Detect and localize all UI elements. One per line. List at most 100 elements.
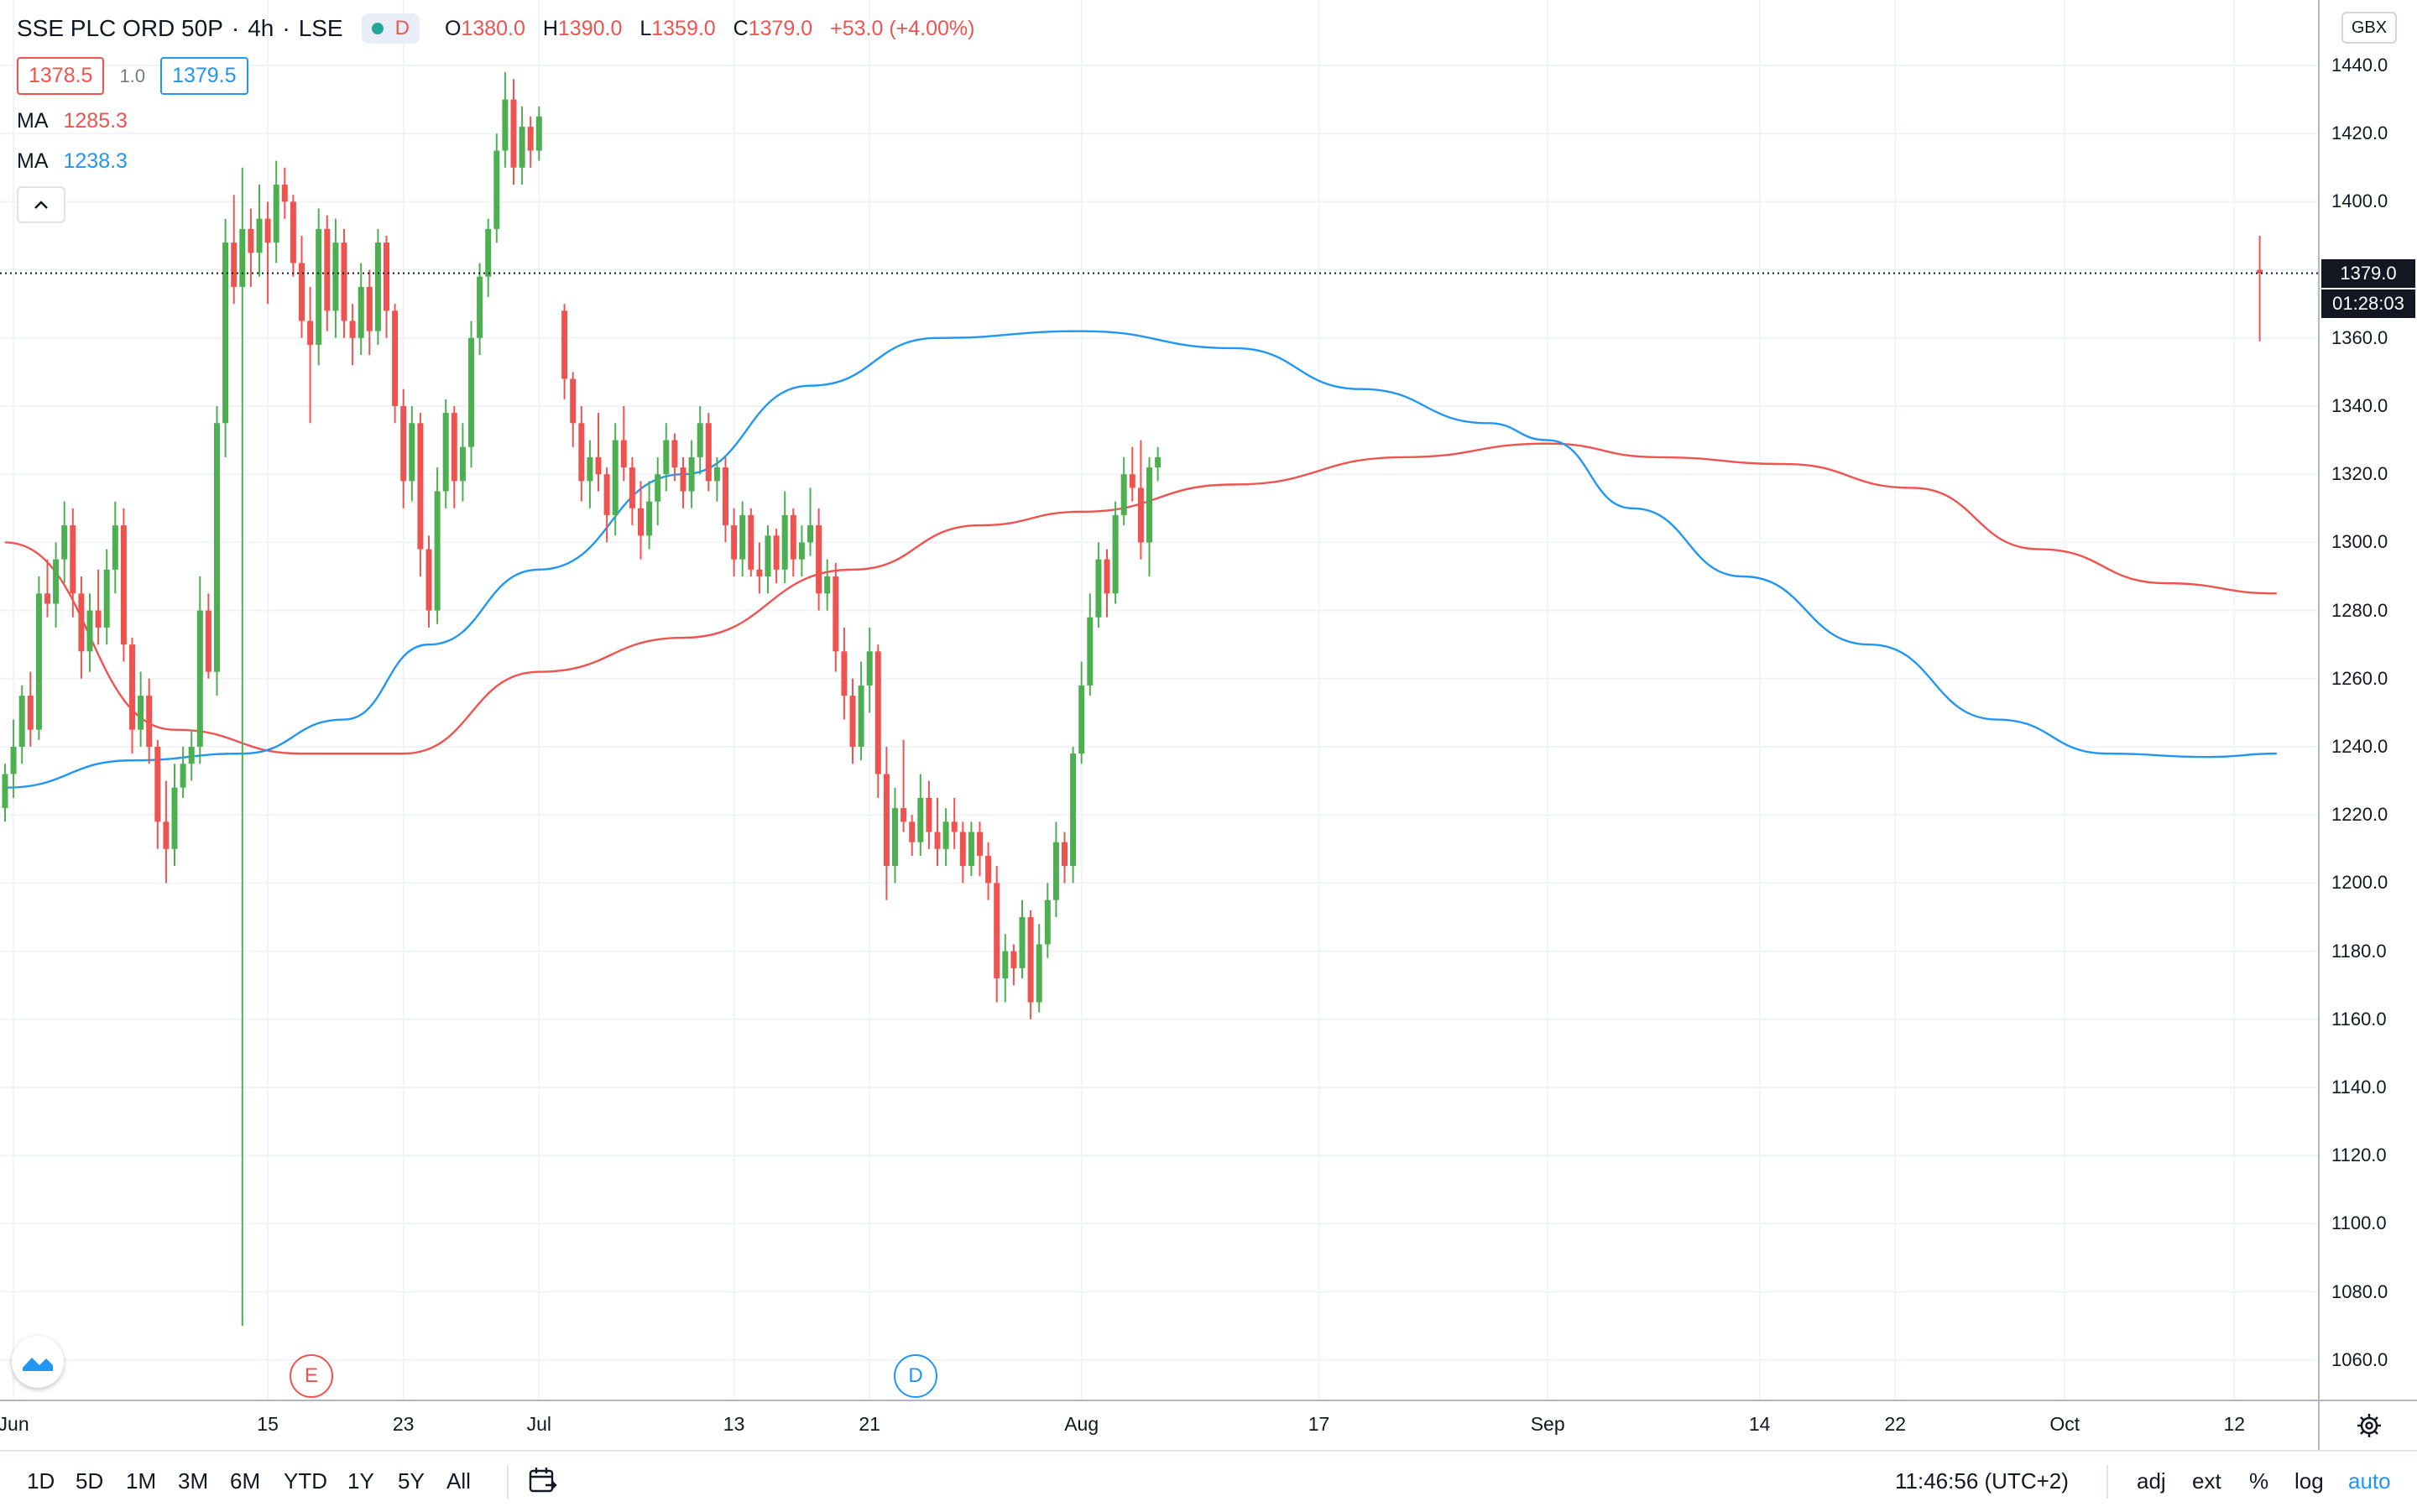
candle-body — [723, 467, 728, 526]
range-all-button[interactable]: All — [446, 1468, 471, 1494]
tradingview-logo[interactable] — [12, 1336, 64, 1388]
exchange-label: LSE — [298, 15, 343, 41]
candle-body — [968, 832, 974, 867]
candle — [324, 215, 331, 331]
price-tick-label: 1060.0 — [2331, 1348, 2388, 1370]
candle — [281, 167, 288, 219]
candle — [366, 269, 373, 356]
candle — [417, 413, 424, 576]
range-1m-button[interactable]: 1M — [126, 1468, 157, 1494]
candle-body — [994, 883, 1000, 979]
candle-body — [299, 263, 305, 321]
candle — [442, 399, 449, 508]
time-scale[interactable]: Jun 15 23 Jul 13 21 Aug 17 Sep 14 22 Oct 12 — [0, 1400, 2318, 1450]
candle — [655, 456, 661, 526]
candle — [61, 501, 68, 584]
candle-body — [239, 228, 246, 287]
timezone-clock-button[interactable]: 11:46:56 (UTC+2) — [1895, 1468, 2069, 1494]
candle-body — [917, 797, 924, 842]
range-3m-button[interactable]: 3M — [178, 1468, 209, 1494]
candle-body — [603, 474, 610, 515]
candle-body — [901, 808, 907, 822]
collapse-legend-button[interactable] — [17, 186, 65, 223]
time-tick-label: 22 — [1884, 1413, 1907, 1435]
candle-body — [1146, 467, 1152, 543]
candle — [570, 372, 577, 447]
quote-row: 1378.5 1.0 1379.5 — [17, 57, 248, 95]
candle — [612, 423, 619, 536]
candle — [671, 433, 678, 482]
candle — [926, 780, 932, 849]
indicator-ma-fast[interactable]: MA 1238.3 — [17, 149, 128, 174]
candle-body — [205, 610, 211, 672]
range-5d-button[interactable]: 5D — [76, 1468, 104, 1494]
time-tick-label: 13 — [723, 1413, 745, 1435]
candle-body — [2257, 269, 2263, 274]
interval-label[interactable]: 4h — [248, 15, 274, 41]
candle — [264, 201, 271, 305]
candle — [299, 236, 305, 338]
range-5y-button[interactable]: 5Y — [398, 1468, 425, 1494]
go-to-date-button[interactable] — [527, 1465, 559, 1503]
bid-price-box[interactable]: 1378.5 — [17, 57, 105, 95]
grid-lines — [0, 0, 2318, 1400]
log-scale-toggle[interactable]: log — [2294, 1468, 2324, 1494]
chart-pane[interactable]: SSE PLC ORD 50P · 4h · LSE D O1380.0 H13… — [0, 0, 2318, 1400]
candle — [1112, 501, 1119, 604]
candle — [248, 208, 254, 287]
candle-body — [384, 242, 389, 311]
candle — [392, 304, 399, 424]
candle — [146, 678, 153, 764]
candle — [942, 808, 949, 867]
candle-body — [595, 456, 602, 475]
chart-settings-corner[interactable] — [2318, 1400, 2417, 1450]
symbol-title[interactable]: SSE PLC ORD 50P — [17, 15, 223, 41]
candle-body — [535, 116, 542, 151]
candle — [1044, 883, 1051, 958]
candle-body — [196, 610, 203, 747]
candle — [95, 569, 102, 645]
candle — [86, 593, 93, 672]
earnings-event-marker[interactable]: E — [290, 1354, 333, 1398]
candle — [188, 729, 195, 781]
range-1y-button[interactable]: 1Y — [347, 1468, 374, 1494]
range-6m-button[interactable]: 6M — [230, 1468, 261, 1494]
moving-averages — [4, 330, 2277, 789]
candle — [425, 535, 432, 628]
market-status-badge[interactable]: D — [361, 13, 420, 44]
candle-body — [358, 286, 364, 338]
adj-toggle[interactable]: adj — [2137, 1468, 2166, 1494]
range-1d-button[interactable]: 1D — [27, 1468, 55, 1494]
candle-body — [561, 310, 568, 379]
currency-badge[interactable]: GBX — [2341, 12, 2397, 44]
candle — [756, 542, 763, 594]
price-tick-label: 1360.0 — [2331, 326, 2388, 348]
candle-body — [1036, 944, 1042, 1003]
candle-body — [417, 423, 424, 550]
candle-body — [324, 228, 331, 311]
auto-scale-toggle[interactable]: auto — [2348, 1468, 2391, 1494]
candle-body — [1002, 951, 1009, 979]
candle — [510, 79, 517, 185]
indicator-ma-slow[interactable]: MA 1285.3 — [17, 109, 128, 133]
bottom-toolbar: 1D 5D 1M 3M 6M YTD 1Y 5Y All 11:46:56 (U… — [0, 1450, 2417, 1512]
candle — [70, 508, 76, 618]
candle — [1137, 440, 1144, 560]
candle — [620, 406, 627, 482]
dividend-event-marker[interactable]: D — [894, 1354, 937, 1398]
candle-body — [146, 696, 153, 747]
ext-toggle[interactable]: ext — [2192, 1468, 2221, 1494]
ask-price-box[interactable]: 1379.5 — [160, 57, 248, 95]
price-tick-label: 1220.0 — [2331, 804, 2388, 826]
candle-body — [188, 747, 195, 764]
candle — [705, 413, 712, 492]
price-scale[interactable]: GBX 1440.01420.01400.01380.01360.01340.0… — [2318, 0, 2417, 1400]
range-ytd-button[interactable]: YTD — [284, 1468, 327, 1494]
percent-scale-toggle[interactable]: % — [2249, 1468, 2269, 1494]
candle — [968, 821, 974, 877]
price-chart[interactable] — [0, 0, 2318, 1400]
candle — [222, 218, 229, 457]
spread-value: 1.0 — [119, 65, 146, 86]
candle — [535, 106, 542, 161]
candle — [180, 747, 186, 798]
